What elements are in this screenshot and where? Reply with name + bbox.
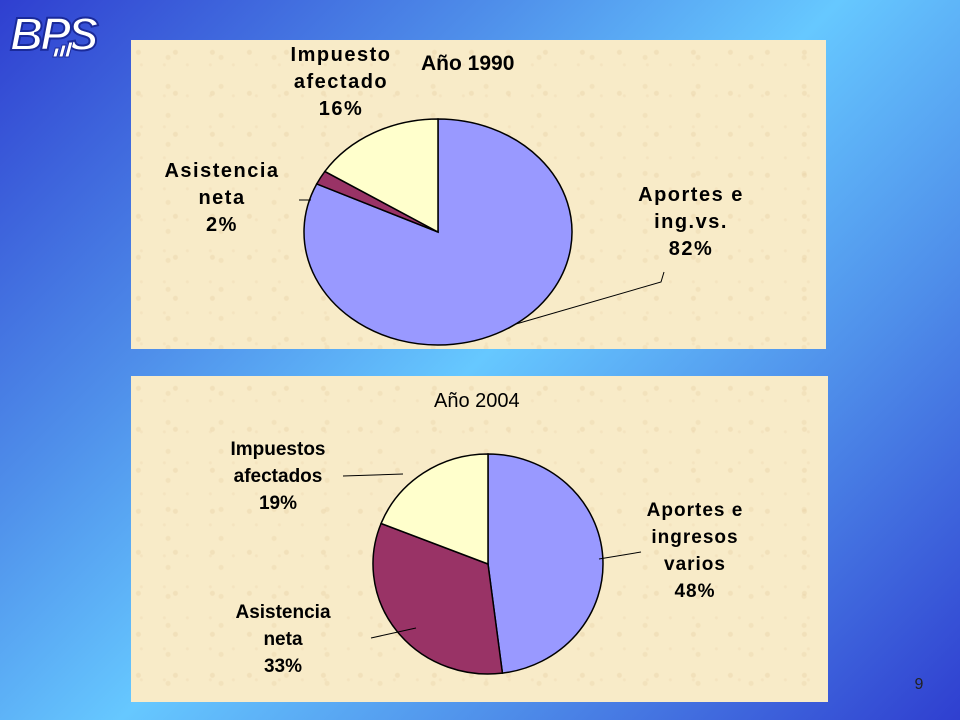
- label-line: afectados: [233, 466, 323, 487]
- label-line: varios: [664, 554, 726, 575]
- slice-impuestos-1990: [323, 118, 439, 234]
- label-value: 33%: [263, 656, 303, 677]
- label-aportes-1990: Aportes e ing.vs. 82%: [591, 182, 791, 263]
- label-value: 48%: [674, 581, 716, 602]
- leader-line-2004: [370, 627, 417, 639]
- leader-line-2004: [598, 551, 642, 560]
- label-line: Impuesto: [290, 44, 392, 66]
- leader-line-2004: [342, 473, 404, 477]
- label-line: Aportes e: [646, 500, 744, 521]
- label-value: 2%: [206, 214, 238, 236]
- slice-asistencia-neta-2004: [372, 522, 504, 675]
- label-line: Asistencia: [164, 160, 280, 182]
- chart-panel-2004: Año 2004 Impuestos afectados 19% Asisten…: [131, 376, 828, 702]
- label-value: 16%: [318, 98, 364, 120]
- chart-panel-1990: Año 1990 Impuesto afectado 16% Asistenci…: [131, 40, 826, 349]
- label-asistencia-neta-1990: Asistencia neta 2%: [147, 158, 297, 239]
- label-line: Impuestos: [230, 439, 326, 460]
- label-asistencia-neta-2004: Asistencia neta 33%: [213, 599, 353, 680]
- label-line: afectado: [293, 71, 389, 93]
- label-line: Asistencia: [235, 602, 331, 623]
- page-number: 9: [914, 676, 924, 693]
- leader-line-1990: [515, 271, 665, 325]
- label-line: ing.vs.: [654, 211, 728, 233]
- label-aportes-2004: Aportes e ingresos varios 48%: [625, 497, 765, 605]
- chart-title-2004: Año 2004: [434, 390, 520, 412]
- pie-chart-2004: [342, 453, 642, 675]
- label-line: Aportes e: [638, 184, 744, 206]
- slice-impuestos-2004: [380, 453, 489, 566]
- slice-aportes-2004: [487, 453, 604, 674]
- label-line: neta: [198, 187, 246, 209]
- bps-logo: BPS: [9, 8, 103, 58]
- label-line: ingresos: [651, 527, 739, 548]
- label-line: neta: [263, 629, 303, 650]
- label-value: 82%: [668, 238, 714, 260]
- label-value: 19%: [258, 493, 298, 514]
- label-impuestos-afectados-2004: Impuestos afectados 19%: [203, 436, 353, 517]
- label-impuesto-afectado-1990: Impuesto afectado 16%: [251, 42, 431, 123]
- logo-text: BPS: [10, 8, 99, 58]
- chart-title-1990: Año 1990: [421, 52, 515, 75]
- pie-chart-1990: [299, 118, 665, 346]
